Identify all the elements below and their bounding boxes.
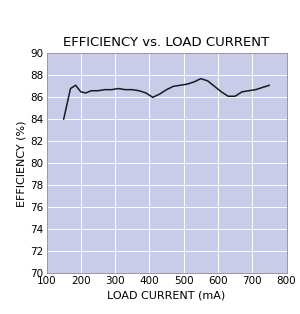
- Title: EFFICIENCY vs. LOAD CURRENT: EFFICIENCY vs. LOAD CURRENT: [63, 36, 270, 49]
- Y-axis label: EFFICIENCY (%): EFFICIENCY (%): [16, 120, 26, 207]
- X-axis label: LOAD CURRENT (mA): LOAD CURRENT (mA): [107, 290, 226, 300]
